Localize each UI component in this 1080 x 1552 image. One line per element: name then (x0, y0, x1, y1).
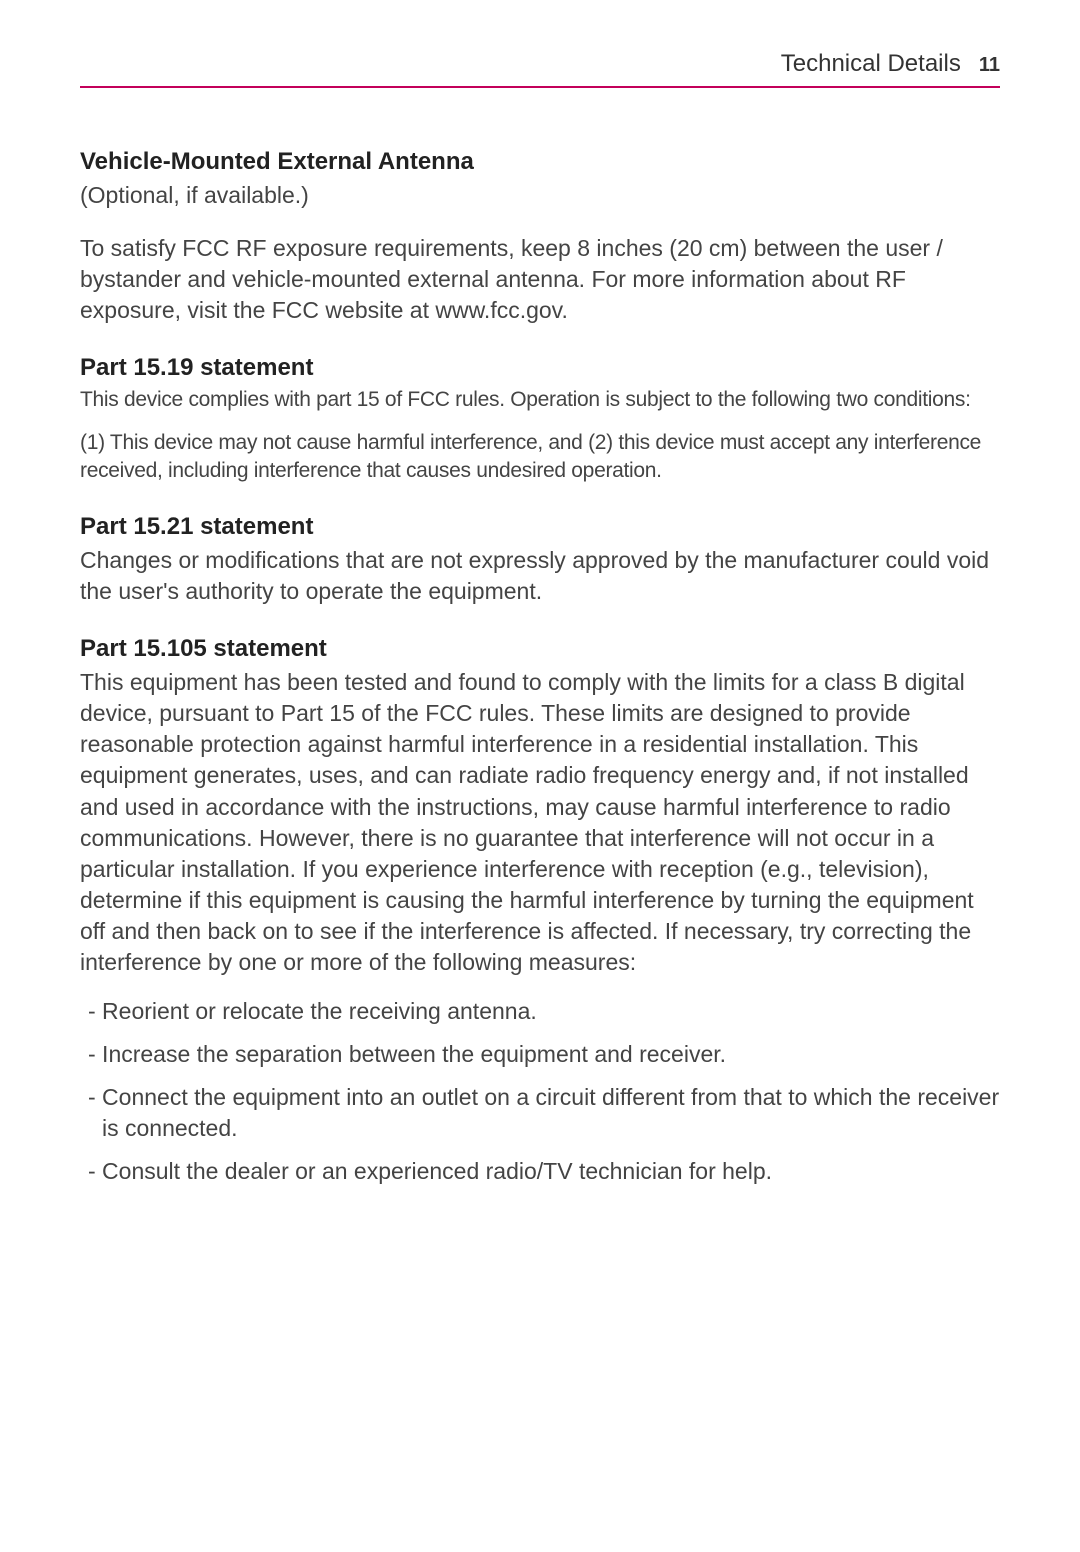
heading-part-15-21: Part 15.21 statement (80, 513, 1000, 541)
document-page: Technical Details 11 Vehicle-Mounted Ext… (0, 0, 1080, 1259)
body-part-15-21: Changes or modifications that are not ex… (80, 545, 1000, 607)
list-item: - Increase the separation between the eq… (80, 1039, 1000, 1070)
body-part-15-19-p1: This device complies with part 15 of FCC… (80, 386, 1000, 414)
list-item: - Consult the dealer or an experienced r… (80, 1156, 1000, 1187)
heading-part-15-105: Part 15.105 statement (80, 635, 1000, 663)
heading-vehicle-antenna: Vehicle-Mounted External Antenna (80, 148, 1000, 176)
bullet-list-part-15-105: - Reorient or relocate the receiving ant… (80, 996, 1000, 1187)
body-part-15-19-p2: (1) This device may not cause harmful in… (80, 429, 1000, 486)
body-vehicle-antenna: To satisfy FCC RF exposure requirements,… (80, 233, 1000, 326)
body-part-15-105: This equipment has been tested and found… (80, 667, 1000, 977)
list-item: - Reorient or relocate the receiving ant… (80, 996, 1000, 1027)
list-item: - Connect the equipment into an outlet o… (80, 1082, 1000, 1144)
page-header: Technical Details 11 (80, 50, 1000, 88)
heading-part-15-19: Part 15.19 statement (80, 354, 1000, 382)
subtext-vehicle-antenna: (Optional, if available.) (80, 180, 1000, 211)
header-page-number: 11 (979, 54, 1000, 77)
header-section-title: Technical Details (781, 50, 961, 78)
